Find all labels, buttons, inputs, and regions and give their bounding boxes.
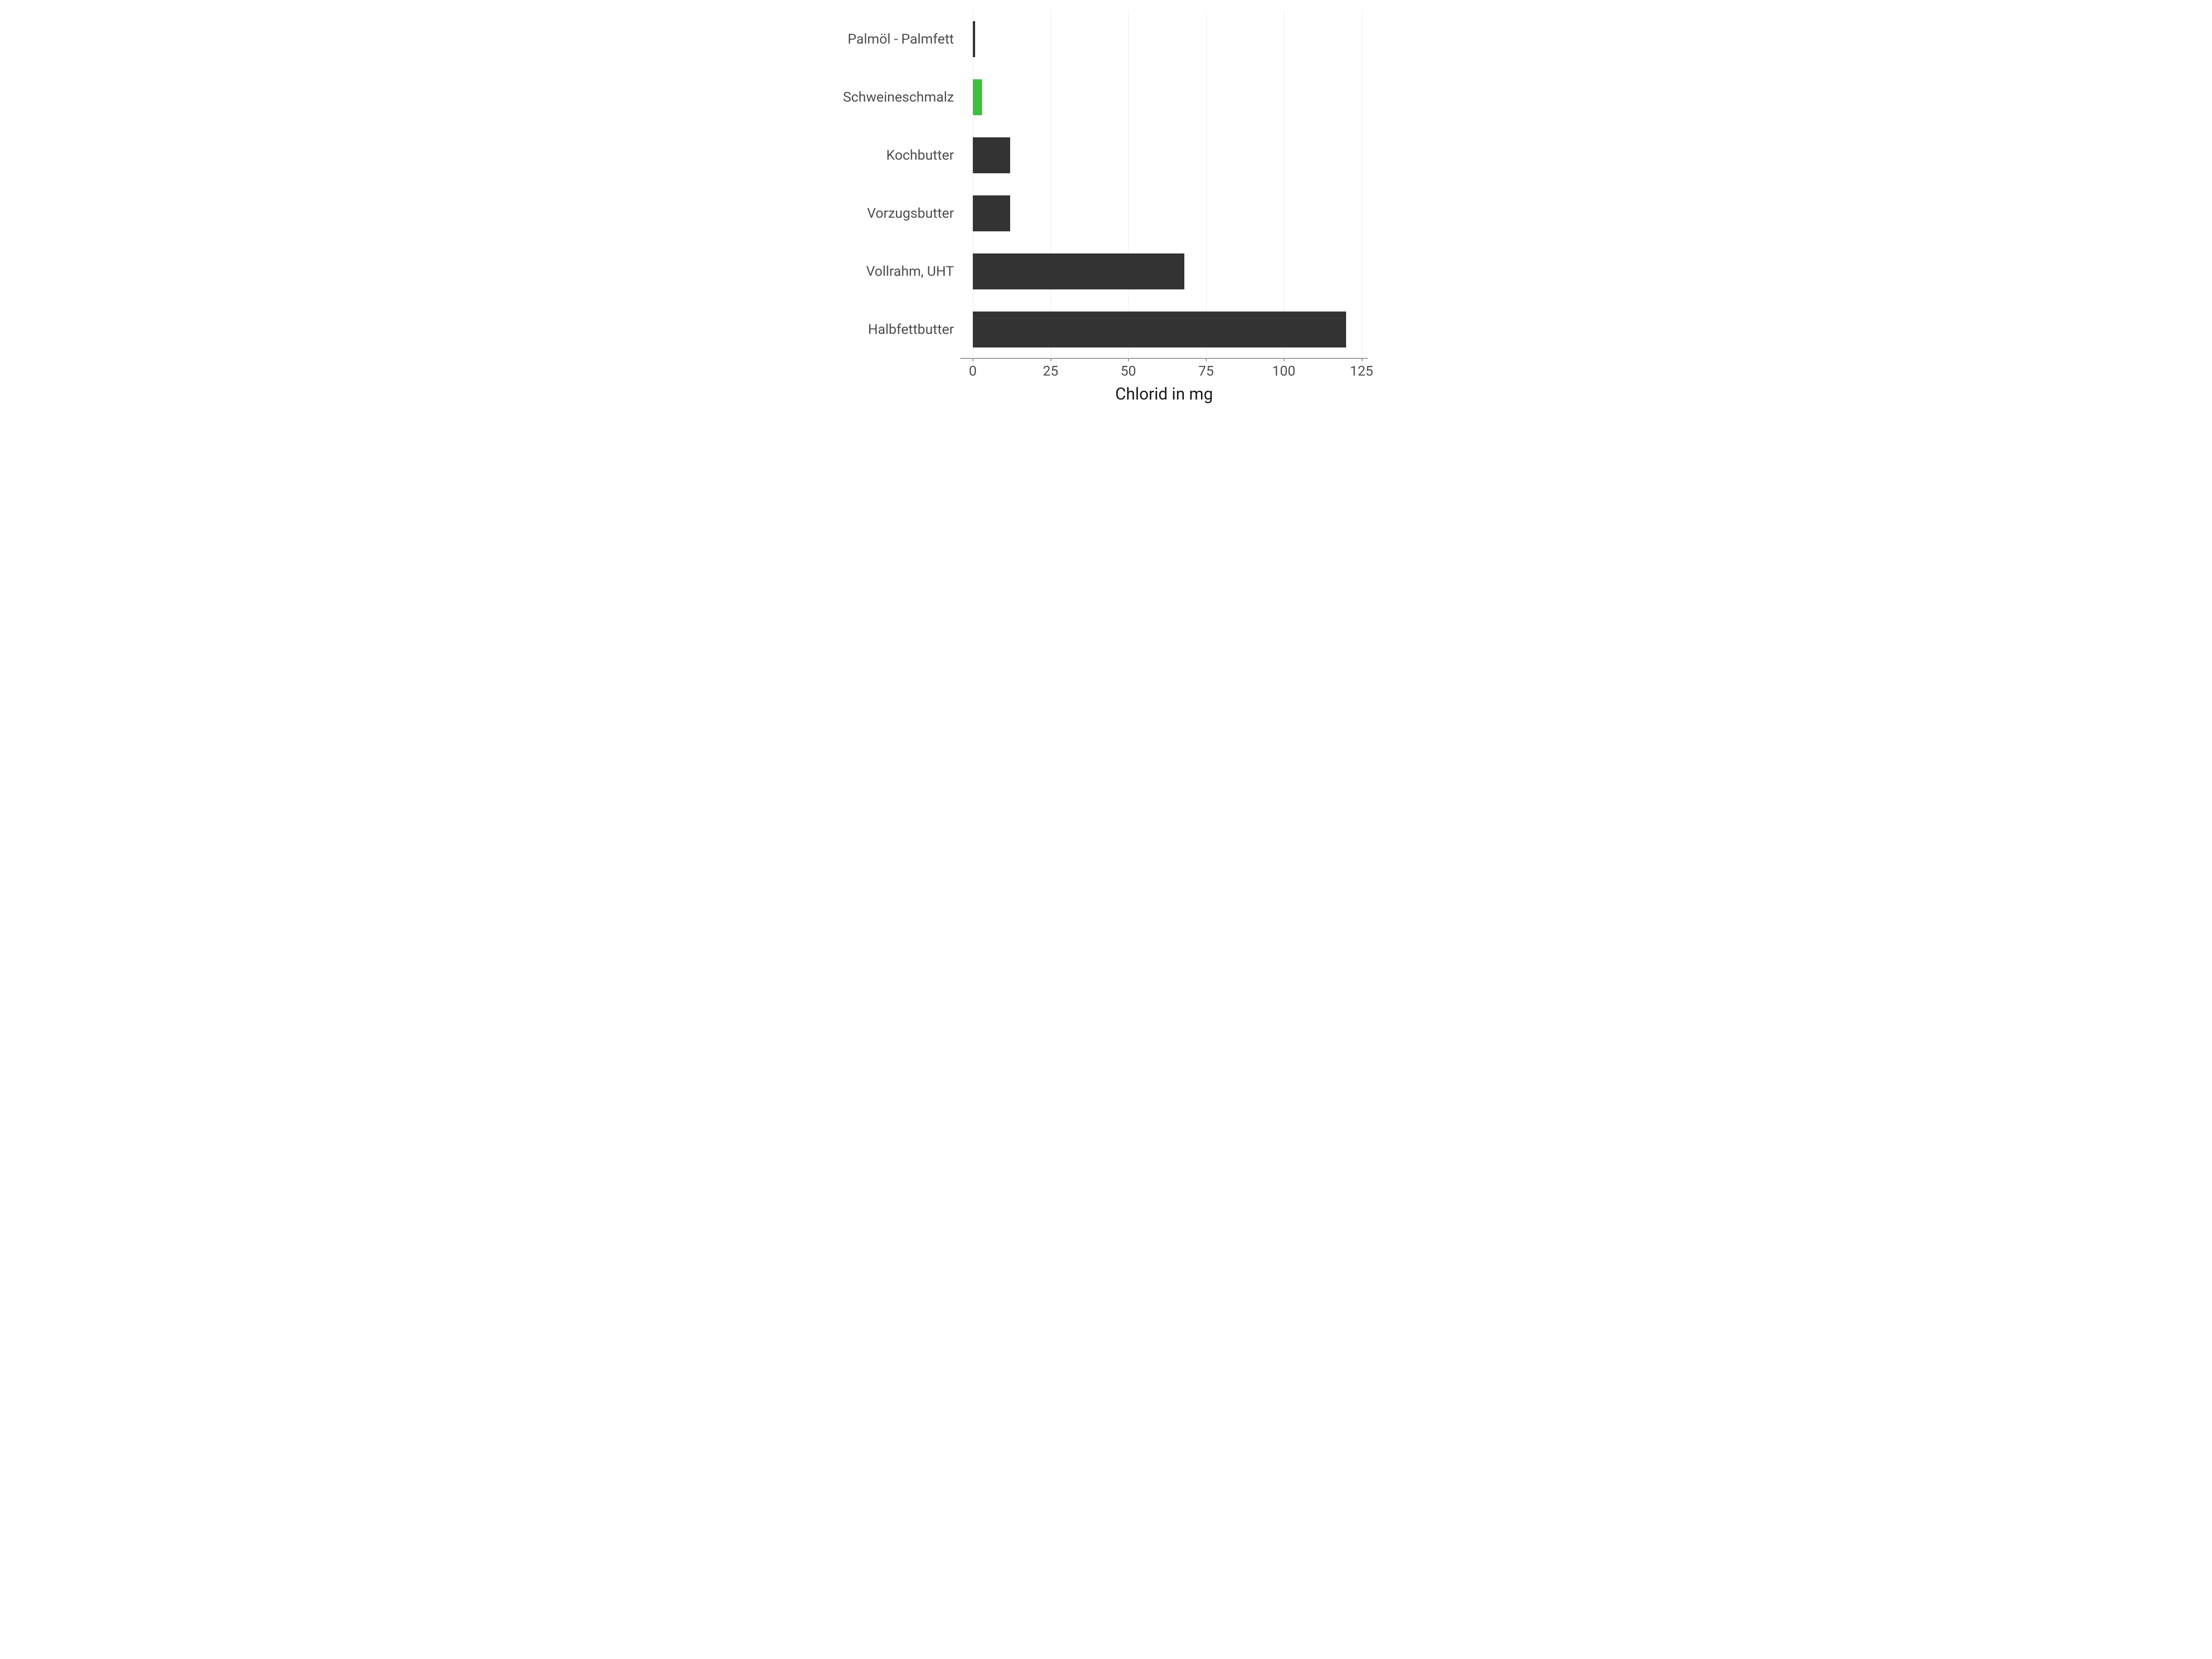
chart-container: Chlorid in mg 0 25 50 75 100 125 Palmöl - Palm… <box>830 0 1382 415</box>
y-tick-label: Vollrahm, UHT <box>866 264 960 280</box>
x-tick-label: 25 <box>1043 359 1059 379</box>
bar-row <box>960 312 1368 347</box>
x-tick-label: 75 <box>1198 359 1214 379</box>
y-tick-label: Halbfettbutter <box>868 322 960 338</box>
x-tick-label: 0 <box>969 359 977 379</box>
x-tick-label: 100 <box>1272 359 1296 379</box>
y-tick-label: Kochbutter <box>886 147 960 164</box>
bar-row <box>960 195 1368 231</box>
plot-area: Chlorid in mg 0255075100125Palmöl - Palm… <box>960 10 1368 359</box>
bar-row <box>960 137 1368 173</box>
x-tick-label: 50 <box>1121 359 1136 379</box>
bar-row <box>960 21 1368 57</box>
y-tick-label: Vorzugsbutter <box>867 206 960 222</box>
bar <box>973 312 1346 347</box>
x-axis-title: Chlorid in mg <box>1115 384 1213 404</box>
y-tick-label: Palmöl - Palmfett <box>847 31 960 47</box>
x-axis-line <box>960 358 1368 359</box>
bar <box>973 195 1010 231</box>
bar <box>973 21 975 57</box>
bar <box>973 137 1010 173</box>
bar-row <box>960 253 1368 289</box>
bar <box>973 253 1184 289</box>
gridline <box>1128 10 1129 359</box>
bar <box>973 79 982 115</box>
bar-row <box>960 79 1368 115</box>
y-tick-label: Schweineschmalz <box>843 89 960 106</box>
x-tick-label: 125 <box>1350 359 1373 379</box>
